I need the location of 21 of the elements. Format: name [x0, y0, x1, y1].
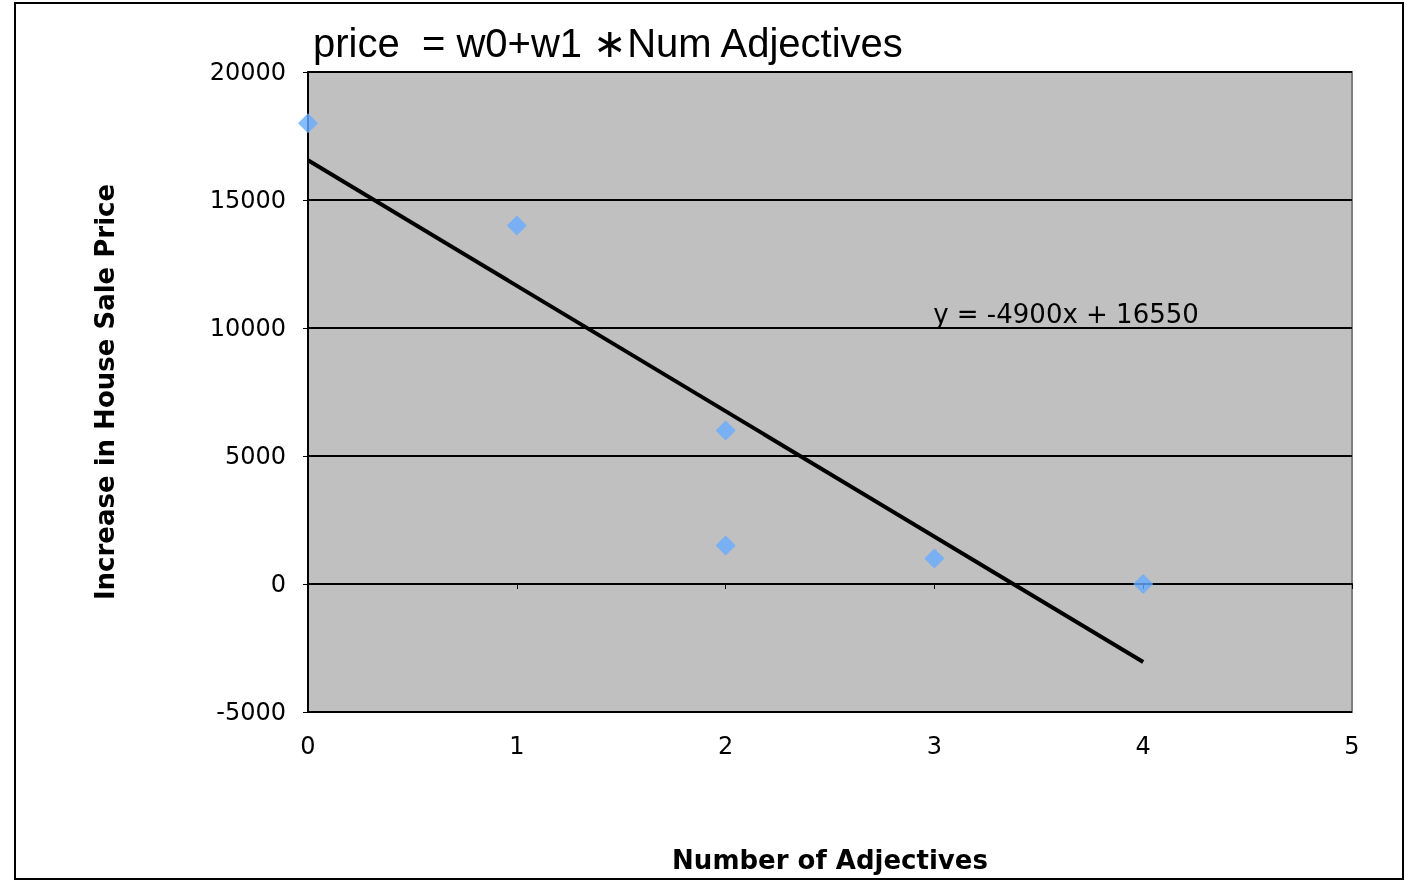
y-tick-label: 5000	[224, 442, 286, 470]
point	[298, 113, 318, 134]
x-axis-title: Number of Adjectives	[672, 845, 988, 875]
y-tick-label: 10000	[209, 314, 286, 342]
x-tick-label: 4	[1135, 732, 1151, 760]
y-tick-label: 15000	[209, 186, 286, 214]
x-tick-label: 0	[300, 732, 316, 760]
point	[506, 215, 527, 236]
y-tick-label: 0	[270, 570, 286, 598]
point	[715, 535, 736, 556]
y-axis-title: Increase in House Sale Price	[90, 183, 120, 601]
chart-title: price = w0+w1 ∗Num Adjectives	[313, 21, 903, 65]
point	[715, 420, 736, 441]
x-tick-label: 3	[926, 732, 943, 760]
y-tick-label: -5000	[216, 698, 286, 726]
point	[924, 548, 945, 569]
y-tick-label: 20000	[209, 58, 286, 86]
x-tick-label: 2	[717, 732, 734, 760]
x-tick-label: 1	[509, 732, 525, 760]
x-tick-label: 5	[1344, 732, 1360, 760]
point	[1133, 574, 1154, 594]
